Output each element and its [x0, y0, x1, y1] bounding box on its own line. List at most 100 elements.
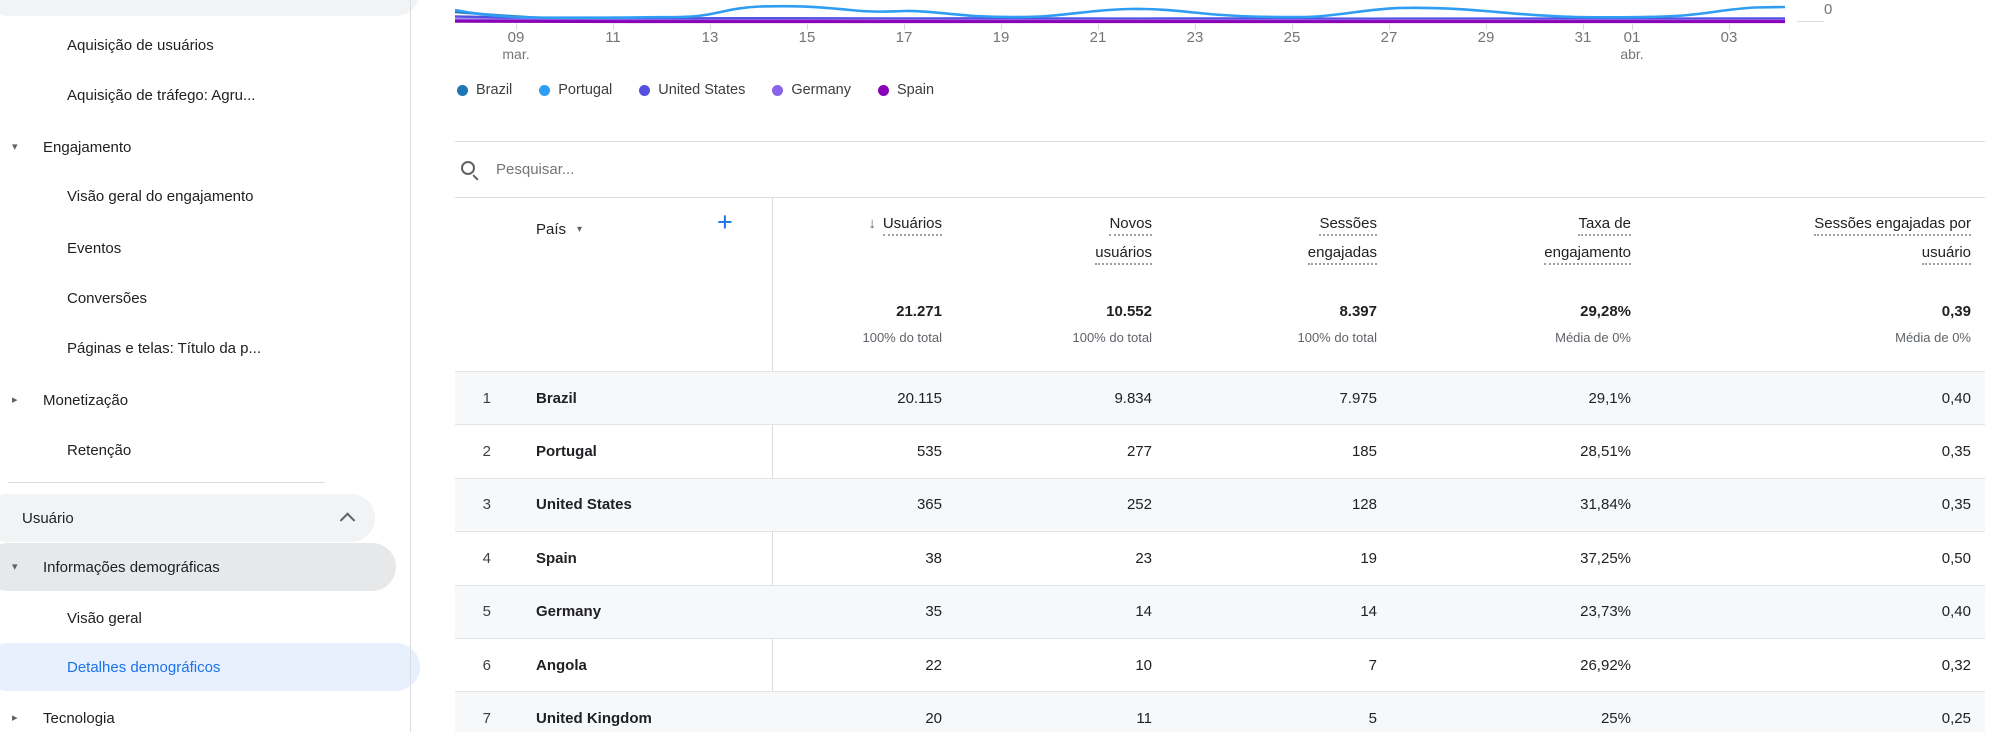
sidebar-item-label: Retenção [67, 441, 132, 459]
table-column-divider [772, 198, 773, 732]
table-row-united-states[interactable]: 3 United States 365 252 128 31,84% 0,35 [455, 477, 1985, 532]
line-portugal [455, 4, 1785, 20]
x-axis-label: 13 [701, 29, 719, 46]
table-row-portugal[interactable]: 2 Portugal 535 277 185 28,51% 0,35 [455, 424, 1985, 477]
column-header-sessoes-engajadas[interactable]: Sessões engajadas [1137, 210, 1377, 268]
table-row-angola[interactable]: 6 Angola 22 10 7 26,92% 0,32 [455, 637, 1985, 691]
x-tick [1001, 23, 1002, 30]
sidebar-item-aquisicao-trafego[interactable]: Aquisição de tráfego: Agru... [0, 71, 420, 119]
legend-label: Brazil [476, 82, 513, 98]
x-axis-label: 31 [1574, 29, 1592, 46]
x-tick [613, 23, 614, 30]
x-axis-month-label: mar. [502, 46, 530, 62]
x-tick [807, 23, 808, 30]
sidebar-item-label: Conversões [67, 289, 148, 307]
totals-taxa-engajamento: 29,28% Média de 0% [1555, 303, 1631, 345]
sidebar-item-label: Monetização [43, 391, 129, 409]
x-tick [1195, 23, 1196, 30]
column-header-usuarios[interactable]: ↓ Usuários [702, 210, 942, 239]
sidebar-item-label: Tecnologia [43, 709, 115, 727]
legend-label: Portugal [558, 82, 613, 98]
sidebar-item-monetizacao[interactable]: ▸ Monetização [0, 376, 396, 424]
sidebar-item-detalhes-demograficos[interactable]: Detalhes demográficos [0, 643, 420, 691]
search-input[interactable] [494, 160, 1398, 179]
x-axis-label: 17 [895, 29, 913, 46]
legend-item-portugal: Portugal [539, 82, 612, 98]
sidebar-section-usuario[interactable]: Usuário [0, 494, 375, 542]
sidebar-item-visao-geral-aquisicao[interactable]: Visão geral da aquisição [0, 0, 420, 16]
sidebar-item-label: Visão geral da aquisição [67, 0, 230, 1]
sidebar-item-tecnologia[interactable]: ▸ Tecnologia [0, 694, 396, 732]
x-axis-label: 09 [507, 29, 525, 46]
legend-item-germany: Germany [772, 82, 851, 98]
table-header: País ▾ + ↓ Usuários Novos usuários Sessõe… [455, 198, 1985, 371]
x-tick [516, 23, 517, 30]
sidebar-item-label: Informações demográficas [43, 558, 220, 576]
table-body: 1 Brazil 20.115 9.834 7.975 29,1% 0,40 2… [455, 371, 1985, 732]
y-axis-zero-label: 0 [1824, 1, 1833, 18]
legend-item-brazil: Brazil [457, 82, 512, 98]
x-tick [710, 23, 711, 30]
timeseries-line-chart [455, 4, 1785, 24]
search-icon [459, 159, 480, 180]
totals-sessoes-por-usuario: 0,39 Média de 0% [1895, 303, 1971, 345]
sidebar-item-paginas-telas[interactable]: Páginas e telas: Título da p... [0, 324, 420, 372]
table-row-brazil[interactable]: 1 Brazil 20.115 9.834 7.975 29,1% 0,40 [455, 371, 1985, 425]
legend-item-united-states: United States [639, 82, 745, 98]
table-search-bar [455, 141, 1985, 198]
sidebar-item-informacoes-demograficas[interactable]: ▾ Informações demográficas [0, 543, 396, 591]
chevron-up-icon [339, 512, 356, 528]
sidebar-item-retencao[interactable]: Retenção [0, 426, 420, 474]
chevron-right-icon: ▸ [12, 394, 18, 407]
sidebar-item-conversoes[interactable]: Conversões [0, 274, 420, 322]
x-axis-label: 01 [1623, 29, 1641, 46]
legend-dot-icon [457, 84, 468, 96]
legend-label: Germany [791, 82, 851, 98]
x-axis-label: 21 [1089, 29, 1107, 46]
x-axis-label: 29 [1477, 29, 1495, 46]
x-tick [1583, 23, 1584, 30]
table-row-germany[interactable]: 5 Germany 35 14 14 23,73% 0,40 [455, 584, 1985, 638]
sidebar-item-label: Eventos [67, 239, 122, 257]
sidebar-section-label: Usuário [22, 509, 74, 527]
sort-descending-icon: ↓ [868, 215, 876, 232]
sidebar-item-visao-geral-demografica[interactable]: Visão geral [0, 594, 420, 642]
x-tick [1486, 23, 1487, 30]
sidebar-section-divider [8, 482, 325, 483]
legend-dot-icon [639, 84, 651, 96]
x-tick [1098, 23, 1099, 30]
x-axis-label: 11 [605, 29, 621, 46]
chart-legend: Brazil Portugal United States Germany Sp… [457, 82, 934, 98]
add-dimension-button[interactable]: + [711, 208, 739, 237]
dimension-selector-pais[interactable]: País ▾ [536, 221, 582, 238]
legend-dot-icon [772, 84, 784, 96]
x-tick [1632, 23, 1633, 30]
sidebar-item-label: Visão geral do engajamento [67, 187, 254, 205]
x-axis-label: 27 [1380, 29, 1398, 46]
table-row-spain[interactable]: 4 Spain 38 23 19 37,25% 0,50 [455, 531, 1985, 584]
x-tick [1729, 23, 1730, 30]
legend-dot-icon [539, 84, 551, 96]
sidebar-item-engajamento[interactable]: ▾ Engajamento [0, 123, 396, 171]
legend-dot-icon [877, 84, 889, 96]
y-axis-gridline-stub [1797, 21, 1824, 22]
sidebar-item-aquisicao-usuarios[interactable]: Aquisição de usuários [0, 21, 420, 69]
x-axis-label: 23 [1186, 29, 1204, 46]
chevron-down-icon: ▾ [12, 141, 18, 154]
x-axis-label: 19 [992, 29, 1010, 46]
x-tick [904, 23, 905, 30]
column-header-novos-usuarios[interactable]: Novos usuários [912, 210, 1152, 268]
column-header-sessoes-por-usuario[interactable]: Sessões engajadas por usuário [1731, 210, 1971, 268]
sidebar-item-eventos[interactable]: Eventos [0, 224, 420, 272]
sidebar-item-visao-geral-engajamento[interactable]: Visão geral do engajamento [0, 172, 420, 220]
dimension-label: País [536, 221, 567, 238]
x-axis-label: 25 [1283, 29, 1301, 46]
table-row-united-kingdom[interactable]: 7 United Kingdom 20 11 5 25% 0,25 [455, 691, 1985, 732]
sidebar-right-border [410, 0, 411, 732]
column-header-taxa-engajamento[interactable]: Taxa de engajamento [1391, 210, 1631, 268]
totals-novos-usuarios: 10.552 100% do total [1072, 303, 1152, 345]
totals-sessoes-engajadas: 8.397 100% do total [1297, 303, 1377, 345]
sidebar-item-label: Páginas e telas: Título da p... [67, 339, 262, 357]
sidebar-item-label: Detalhes demográficos [67, 658, 221, 676]
